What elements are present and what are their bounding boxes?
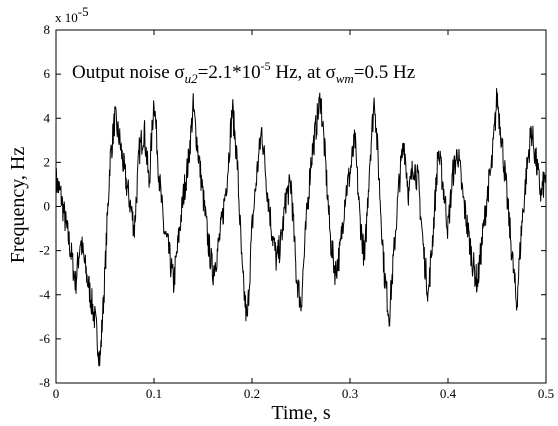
y-tick-label: 6 — [44, 66, 51, 81]
annotation-sup1: -5 — [261, 59, 271, 73]
annotation-mid2: Hz, at σ — [271, 62, 336, 83]
y-tick-label: -2 — [39, 243, 50, 258]
y-tick-label: 2 — [44, 154, 51, 169]
annotation-sub2: wm — [336, 71, 354, 86]
y-tick-label: -6 — [39, 331, 50, 346]
y-tick-label: 0 — [44, 199, 51, 214]
y-tick-label: 8 — [44, 22, 51, 37]
y-multiplier: x 10-5 — [55, 4, 89, 25]
annotation-mid1: =2.1*10 — [198, 62, 261, 83]
x-tick-label: 0.4 — [440, 386, 457, 401]
annotation-suffix: =0.5 Hz — [354, 62, 415, 83]
x-tick-label: 0.1 — [146, 386, 162, 401]
y-tick-label: 4 — [44, 110, 51, 125]
x-tick-label: 0.2 — [244, 386, 260, 401]
x-axis-ticks: 0 0.1 0.2 0.3 0.4 0.5 — [53, 30, 554, 401]
annotation-text: Output noise σu2=2.1*10-5 Hz, at σwm=0.5… — [72, 59, 415, 86]
y-axis-label: Frequency, Hz — [7, 147, 29, 264]
annotation-prefix: Output noise σ — [72, 62, 185, 83]
x-axis-label: Time, s — [271, 402, 331, 424]
x-tick-label: 0 — [53, 386, 60, 401]
y-multiplier-exponent: -5 — [78, 4, 89, 19]
series-line — [55, 88, 547, 367]
y-tick-label: -8 — [39, 375, 50, 390]
x-tick-label: 0.3 — [342, 386, 358, 401]
annotation-sub1: u2 — [185, 71, 199, 86]
x-tick-label: 0.5 — [538, 386, 554, 401]
y-multiplier-base: x 10 — [55, 10, 78, 25]
y-tick-label: -4 — [39, 287, 50, 302]
y-axis-ticks: -8 -6 -4 -2 0 2 4 6 8 — [39, 22, 546, 390]
